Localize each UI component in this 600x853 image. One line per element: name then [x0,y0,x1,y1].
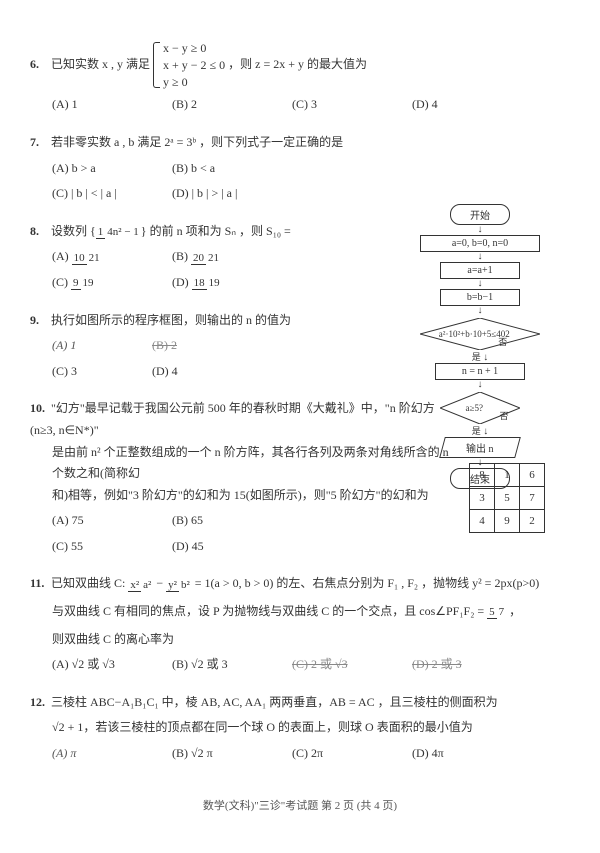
q12-opt-b: (B) √2 π [172,743,292,765]
q11-opt-b: (B) √2 或 3 [172,654,292,676]
q6-opt-c: (C) 3 [292,94,412,116]
q8-opt-c: (C) 919 [52,272,172,294]
q11-opt-c: (C) 2 或 √3 [292,654,412,676]
q8-seq-frac: 14n² − 1 [96,226,141,238]
fc-output: 输出 n [439,437,521,458]
q9-text: 执行如图所示的程序框图，则输出的 n 的值为 [51,313,291,327]
question-7: 7. 若非零实数 a , b 满足 2ᵃ = 3ᵇ ，则下列式子一定正确的是 (… [30,132,570,207]
q9-opt-c: (C) 3 [52,361,152,383]
q7-opt-d: (D) | b | > | a | [172,183,292,205]
q10-opt-c: (C) 55 [52,536,172,558]
q12-opt-c: (C) 2π [292,743,412,765]
q12-text2: √2 + 1，若该三棱柱的顶点都在同一个球 O 的表面上，则球 O 表面积的最小… [52,717,570,739]
q10-num: 10. [30,398,48,420]
q12-options: (A) π (B) √2 π (C) 2π (D) 4π [52,743,570,767]
q10-opt-b: (B) 65 [172,510,292,532]
q7-text: 若非零实数 a , b 满足 2ᵃ = 3ᵇ ，则下列式子一定正确的是 [51,135,343,149]
q6-num: 6. [30,54,48,76]
magic-square: 816 357 492 [469,463,545,533]
fc-cond2: a≥5? 否 [440,392,520,424]
q7-opt-b: (B) b < a [172,158,292,180]
q11-opt-d: (D) 2 或 3 [412,654,532,676]
fc-start: 开始 [450,204,510,225]
q6-options: (A) 1 (B) 2 (C) 3 (D) 4 [52,94,570,118]
q9-opt-b: (B) 2 [152,335,252,357]
fc-step2: b=b−1 [440,289,520,306]
page-footer: 数学(文科)"三诊"考试题 第 2 页 (共 4 页) [30,797,570,813]
fc-cond1: a²·10²+b·10+5≤402 否 [420,318,540,350]
q10-text1: "幻方"最早记载于我国公元前 500 年的春秋时期《大戴礼》中，"n 阶幻方 (… [30,401,435,437]
q11-num: 11. [30,573,48,595]
q9-num: 9. [30,310,48,332]
q12-text1: 三棱柱 ABC−A₁B₁C₁ 中，棱 AB, AC, AA₁ 两两垂直，AB =… [51,695,498,709]
q9-opt-d: (D) 4 [152,361,252,383]
question-11: 11. 已知双曲线 C: x²a² − y²b² = 1(a > 0, b > … [30,573,570,677]
fc-step1: a=a+1 [440,262,520,279]
q10-opt-a: (A) 75 [52,510,172,532]
fc-step3: n = n + 1 [435,363,525,380]
q12-opt-d: (D) 4π [412,743,532,765]
fc-init: a=0, b=0, n=0 [420,235,540,252]
q8-opt-b: (B) 2021 [172,246,292,268]
q12-num: 12. [30,692,48,714]
q6-text-pre: 已知实数 x , y 满足 [51,57,150,71]
q10-opt-d: (D) 45 [172,536,292,558]
q6-opt-a: (A) 1 [52,94,172,116]
q11-options: (A) √2 或 √3 (B) √2 或 3 (C) 2 或 √3 (D) 2 … [52,654,570,678]
q9-opt-a: (A) 1 [52,335,152,357]
q7-num: 7. [30,132,48,154]
q6-system: x − y ≥ 0 x + y − 2 ≤ 0 y ≥ 0 [153,40,225,90]
q11-text2: 与双曲线 C 有相同的焦点，设 P 为抛物线与双曲线 C 的一个交点，且 cos… [52,604,484,618]
q8-text-pre: 设数列 [51,224,87,238]
q11-opt-a: (A) √2 或 √3 [52,654,172,676]
q11-text1-pre: 已知双曲线 C: [51,576,125,590]
q7-opt-c: (C) | b | < | a | [52,183,172,205]
q8-opt-a: (A) 1021 [52,246,172,268]
q11-text3: 则双曲线 C 的离心率为 [52,629,570,651]
q8-opt-d: (D) 1819 [172,272,292,294]
q11-text1-post: = 1(a > 0, b > 0) 的左、右焦点分别为 F₁ , F₂ ，抛物线… [195,576,539,590]
q6-opt-b: (B) 2 [172,94,292,116]
question-12: 12. 三棱柱 ABC−A₁B₁C₁ 中，棱 AB, AC, AA₁ 两两垂直，… [30,692,570,767]
q8-text-post: 的前 n 项和为 Sₙ ，则 S₁₀ = [150,224,291,238]
q7-opt-a: (A) b > a [52,158,172,180]
q6-text-post: ，则 z = 2x + y 的最大值为 [228,57,367,71]
q10-options: (A) 75 (B) 65 (C) 55 (D) 45 [52,510,460,559]
q6-opt-d: (D) 4 [412,94,532,116]
q8-num: 8. [30,221,48,243]
flowchart: 开始 ↓ a=0, b=0, n=0 ↓ a=a+1 ↓ b=b−1 ↓ a²·… [390,200,570,493]
question-6: 6. 已知实数 x , y 满足 x − y ≥ 0 x + y − 2 ≤ 0… [30,40,570,118]
q12-opt-a: (A) π [52,743,172,765]
